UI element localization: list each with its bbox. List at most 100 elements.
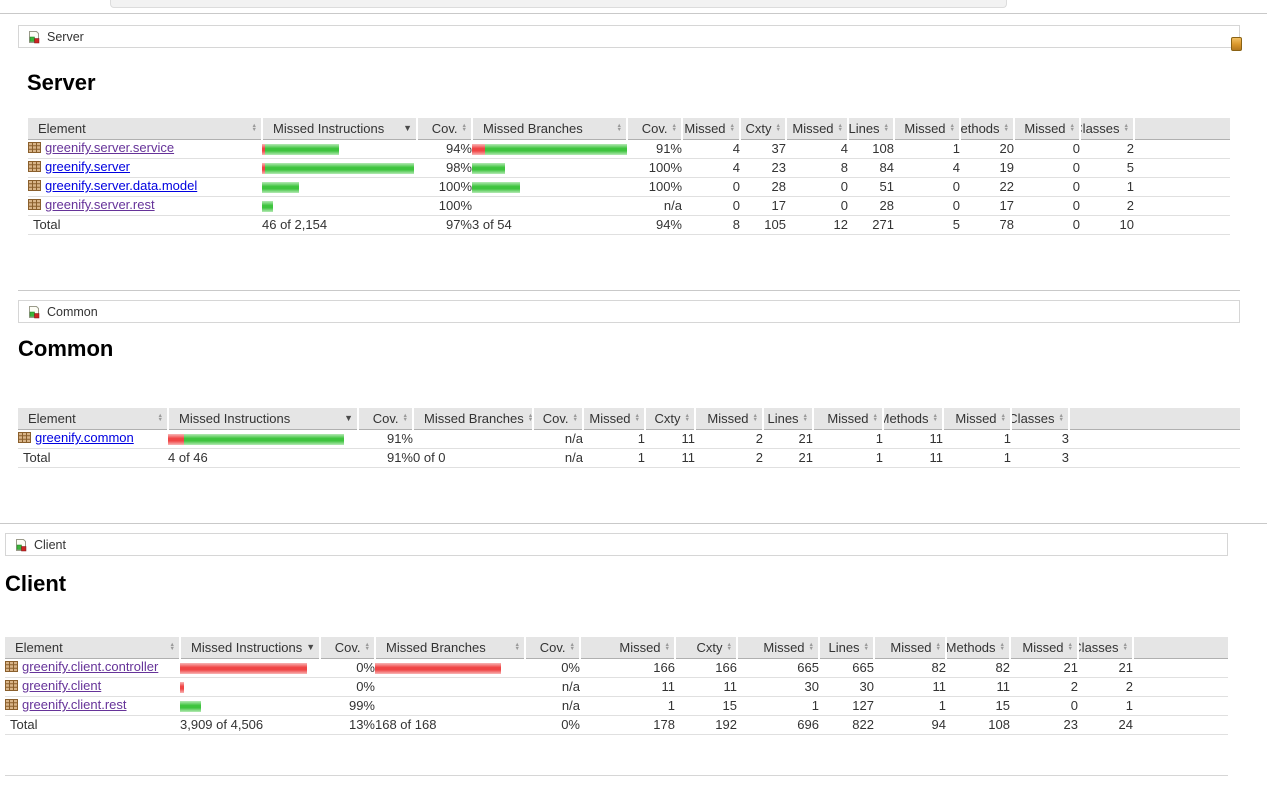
total-instruction-coverage: 91% (358, 447, 413, 468)
total-metric-cell: 696 (737, 714, 819, 735)
column-header-missed-5[interactable]: Missed ▲ ▼ (582, 408, 645, 430)
column-header-cxty-6[interactable]: Cxty ▲ ▼ (739, 118, 786, 140)
column-header-missed-9[interactable]: Missed ▲ ▼ (893, 118, 960, 140)
column-header-methods-10[interactable]: Methods▲▼ (959, 118, 1014, 140)
filler-cell (1133, 677, 1228, 697)
column-header-cov-4[interactable]: Cov. ▲ ▼ (626, 118, 682, 140)
package-link[interactable]: greenify.client.controller (22, 659, 159, 674)
metric-cell: 22 (960, 177, 1014, 197)
missed-bar-segment (180, 663, 307, 675)
column-header-classes-12[interactable]: Classes▲▼ (1010, 408, 1069, 430)
metric-cell: 30 (819, 677, 874, 697)
package-link[interactable]: greenify.server (45, 159, 131, 174)
column-header-missed-11[interactable]: Missed ▲ ▼ (942, 408, 1011, 430)
column-header-missed-branches-3[interactable]: Missed Branches ▲ ▼ (374, 637, 525, 659)
column-header-methods-10[interactable]: Methods▲▼ (945, 637, 1010, 659)
metric-cell: 2 (1080, 196, 1134, 216)
column-header-classes-12[interactable]: Classes▲▼ (1077, 637, 1133, 659)
table-row: greenify.server.data.model 100% 100% 0 28 0 51… (28, 177, 1230, 197)
metric-cell: 8 (786, 158, 848, 178)
column-header-missed-11[interactable]: Missed ▲ ▼ (1009, 637, 1078, 659)
column-header-cxty-6[interactable]: Cxty ▲ ▼ (674, 637, 737, 659)
section-divider (0, 523, 1267, 524)
column-header-cov-2[interactable]: Cov. ▲ ▼ (357, 408, 413, 430)
column-header-cxty-6[interactable]: Cxty ▲ ▼ (644, 408, 695, 430)
column-header-missed-7[interactable]: Missed ▲ ▼ (694, 408, 763, 430)
column-header-missed-9[interactable]: Missed ▲ ▼ (812, 408, 883, 430)
missed-branches-cell (375, 677, 525, 697)
column-header-missed-9[interactable]: Missed ▲ ▼ (873, 637, 946, 659)
package-icon (28, 198, 41, 214)
column-header-missed-5[interactable]: Missed ▲ ▼ (681, 118, 740, 140)
branch-coverage-cell: n/a (627, 196, 682, 216)
total-missed-branches: 3 of 54 (472, 214, 627, 235)
total-metric-cell: 23 (1010, 714, 1078, 735)
metric-cell: 1 (874, 696, 946, 716)
sessions-icon[interactable] (1231, 37, 1242, 51)
filler-cell (1134, 177, 1230, 197)
sort-icon: ▲ ▼ (729, 122, 735, 134)
column-header-missed-branches-3[interactable]: Missed Branches ▲ ▼ (412, 408, 533, 430)
metric-cell: 4 (682, 139, 740, 159)
missed-instructions-cell (180, 658, 320, 678)
coverage-table-server: Element ▲ ▼ Missed Instructions ▼ Cov. ▲ ▼ Misse… (28, 118, 1230, 235)
column-header-classes-12[interactable]: Classes▲▼ (1079, 118, 1134, 140)
column-header-lines-8[interactable]: Lines ▲ ▼ (847, 118, 894, 140)
table-row: greenify.client.controller 0% 0% 166 166 665 6… (5, 658, 1228, 678)
missed-branches-cell (375, 696, 525, 716)
package-link[interactable]: greenify.server.rest (45, 197, 155, 212)
column-header-missed-5[interactable]: Missed ▲ ▼ (579, 637, 675, 659)
column-header-element-0[interactable]: Element ▲ ▼ (28, 118, 262, 140)
package-link[interactable]: greenify.client (22, 678, 102, 693)
column-header-missed-branches-3[interactable]: Missed Branches ▲ ▼ (471, 118, 627, 140)
package-link[interactable]: greenify.server.service (45, 140, 175, 155)
sort-icon: ▲ ▼ (1003, 122, 1009, 134)
package-link[interactable]: greenify.common (35, 430, 134, 445)
missed-branches-cell (472, 158, 627, 178)
column-header-element-0[interactable]: Element ▲ ▼ (18, 408, 168, 430)
column-header-lines-8[interactable]: Lines ▲ ▼ (762, 408, 813, 430)
column-header-cov-2[interactable]: Cov. ▲ ▼ (319, 637, 375, 659)
column-header-cov-4[interactable]: Cov. ▲ ▼ (524, 637, 580, 659)
missed-bar-segment (180, 682, 184, 694)
branch-coverage-cell: 0% (525, 658, 580, 678)
metric-cell: 82 (874, 658, 946, 678)
column-header-missed-7[interactable]: Missed ▲ ▼ (785, 118, 848, 140)
metric-cell: 11 (675, 677, 737, 697)
sort-icon: ▲ ▼ (634, 412, 640, 424)
sort-icon: ▲ ▼ (935, 641, 941, 653)
package-icon (28, 179, 41, 195)
branch-coverage-cell: n/a (525, 677, 580, 697)
covered-bar-segment (485, 144, 627, 156)
package-link[interactable]: greenify.client.rest (22, 697, 127, 712)
column-header-missed-instructions-1[interactable]: Missed Instructions ▼ (261, 118, 417, 140)
package-link[interactable]: greenify.server.data.model (45, 178, 198, 193)
total-metric-cell: 21 (763, 447, 813, 468)
package-group-icon (27, 30, 41, 44)
total-metric-cell: 11 (883, 447, 943, 468)
column-header-methods-10[interactable]: Methods▲▼ (882, 408, 943, 430)
total-label-cell: Total (28, 214, 262, 235)
total-metric-cell: 8 (682, 214, 740, 235)
column-header-missed-11[interactable]: Missed ▲ ▼ (1013, 118, 1080, 140)
element-cell: greenify.server (28, 158, 262, 178)
column-header-cov-2[interactable]: Cov. ▲ ▼ (416, 118, 472, 140)
filler-cell (1133, 696, 1228, 716)
sort-icon: ▲ ▼ (527, 412, 533, 424)
metric-cell: 1 (583, 429, 645, 449)
element-cell: greenify.server.data.model (28, 177, 262, 197)
coverage-bar (472, 182, 520, 194)
metric-cell: 5 (1080, 158, 1134, 178)
column-header-missed-instructions-1[interactable]: Missed Instructions ▼ (167, 408, 358, 430)
column-header-lines-8[interactable]: Lines ▲ ▼ (818, 637, 874, 659)
sort-icon: ▲ ▼ (802, 412, 808, 424)
column-header-missed-7[interactable]: Missed ▲ ▼ (736, 637, 819, 659)
total-metric-cell: 12 (786, 214, 848, 235)
column-header-missed-instructions-1[interactable]: Missed Instructions ▼ (179, 637, 320, 659)
total-missed-instructions: 3,909 of 4,506 (180, 714, 320, 735)
filler-cell (1069, 447, 1240, 468)
column-header-cov-4[interactable]: Cov. ▲ ▼ (532, 408, 583, 430)
total-metric-cell: 178 (580, 714, 675, 735)
metric-cell: 127 (819, 696, 874, 716)
column-header-element-0[interactable]: Element ▲ ▼ (5, 637, 180, 659)
